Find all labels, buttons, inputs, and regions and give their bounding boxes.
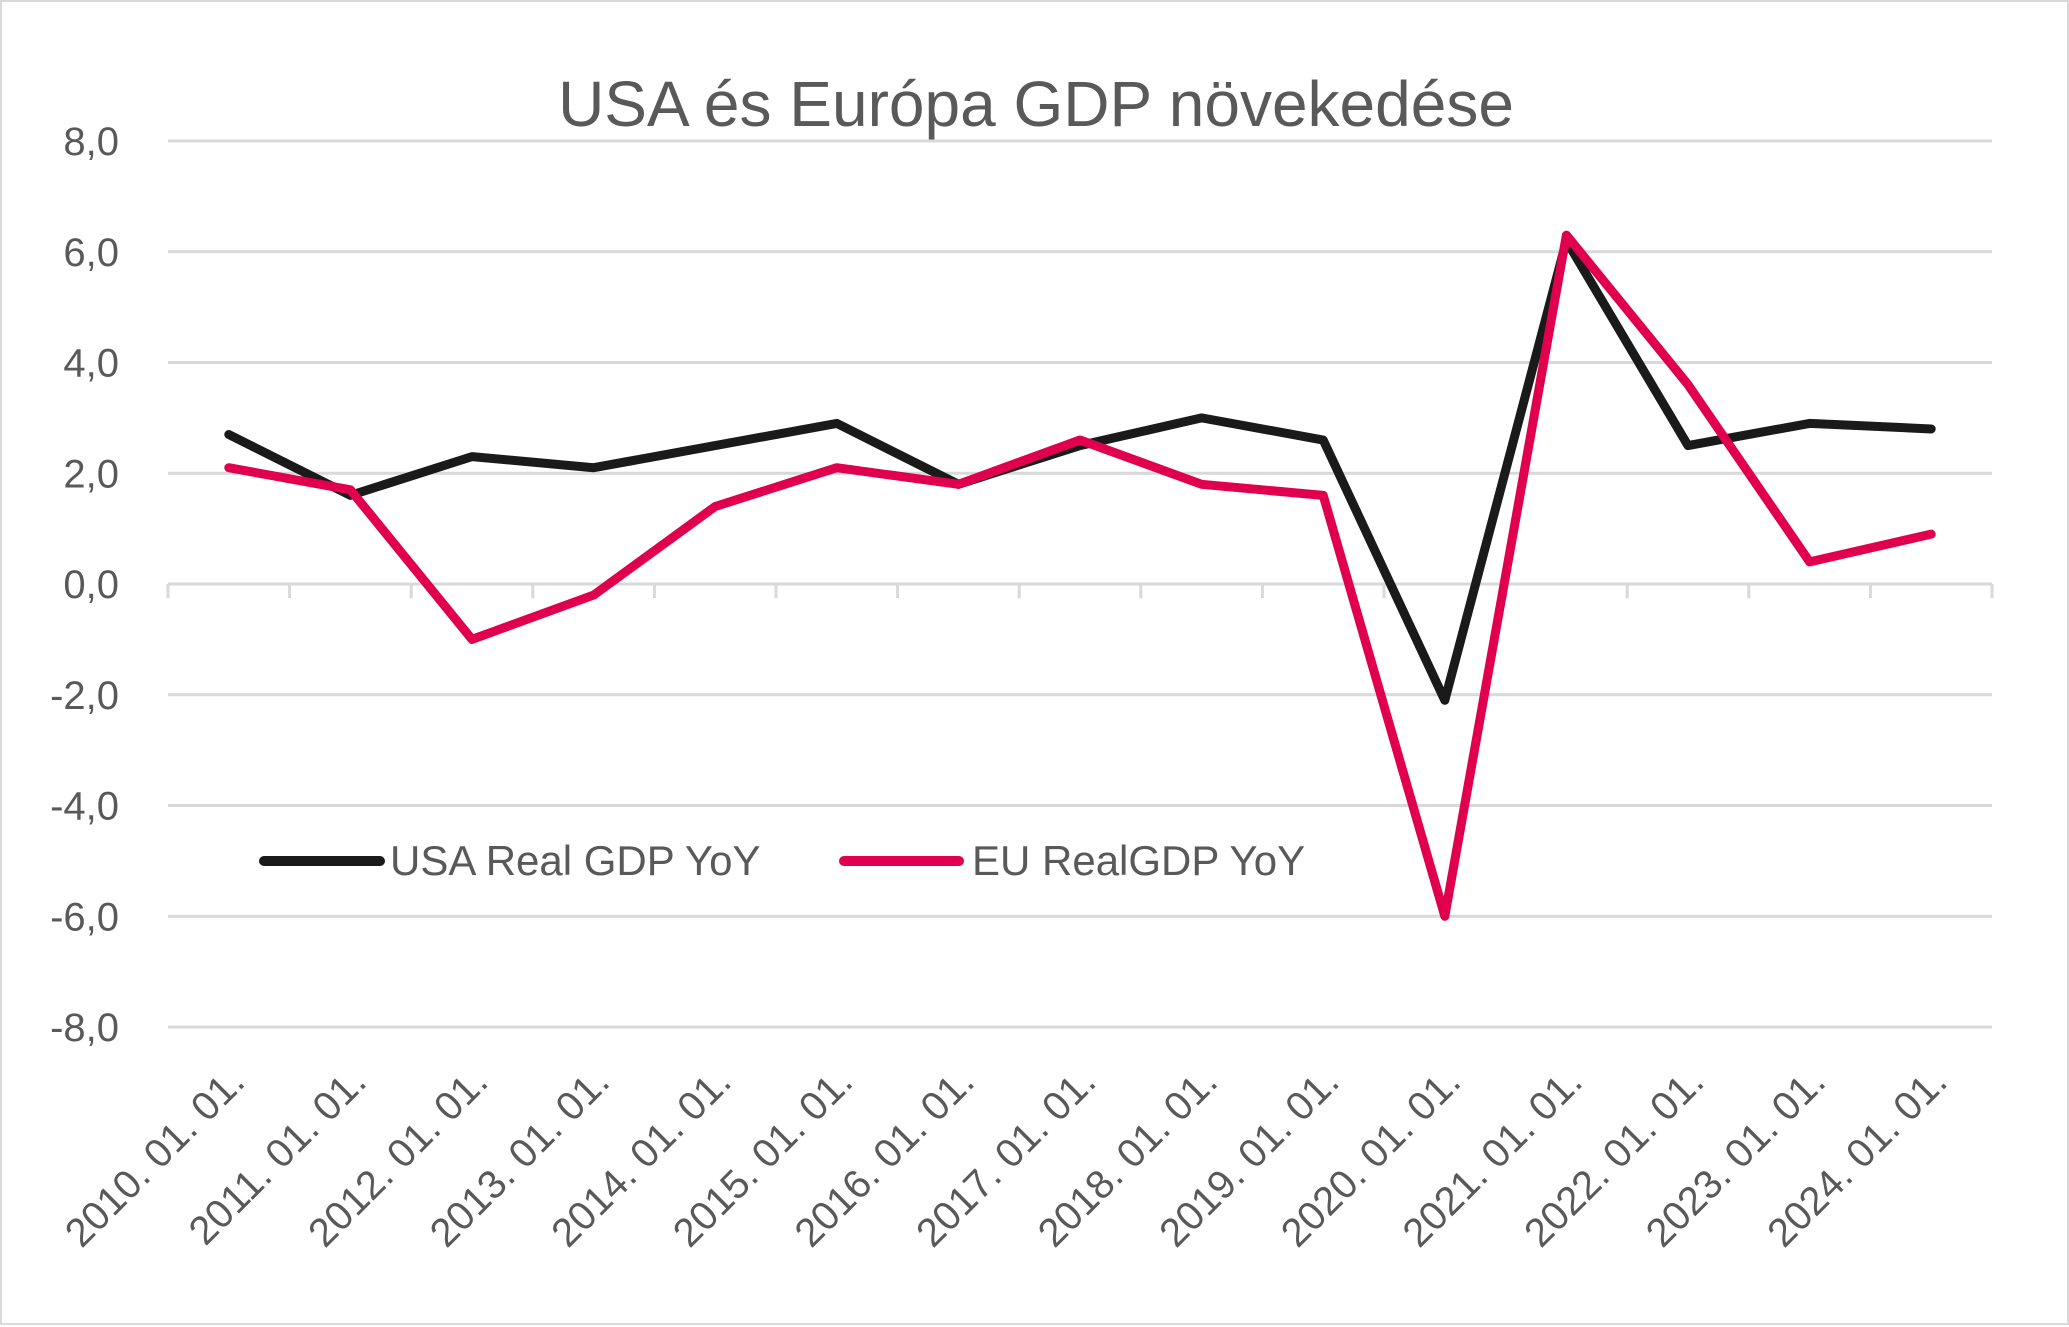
- chart-title: USA és Európa GDP növekedése: [558, 68, 1514, 140]
- y-tick-label: 8,0: [63, 120, 119, 164]
- legend-label: USA Real GDP YoY: [390, 837, 760, 884]
- y-tick-label: -2,0: [50, 674, 119, 718]
- y-tick-label: 0,0: [63, 563, 119, 607]
- legend-label: EU RealGDP YoY: [972, 837, 1305, 884]
- y-tick-label: 4,0: [63, 342, 119, 386]
- y-tick-label: -8,0: [50, 1006, 119, 1050]
- y-tick-label: -6,0: [50, 895, 119, 939]
- y-tick-label: -4,0: [50, 785, 119, 829]
- y-tick-label: 6,0: [63, 231, 119, 275]
- y-tick-label: 2,0: [63, 452, 119, 496]
- series-line-1: [229, 235, 1931, 916]
